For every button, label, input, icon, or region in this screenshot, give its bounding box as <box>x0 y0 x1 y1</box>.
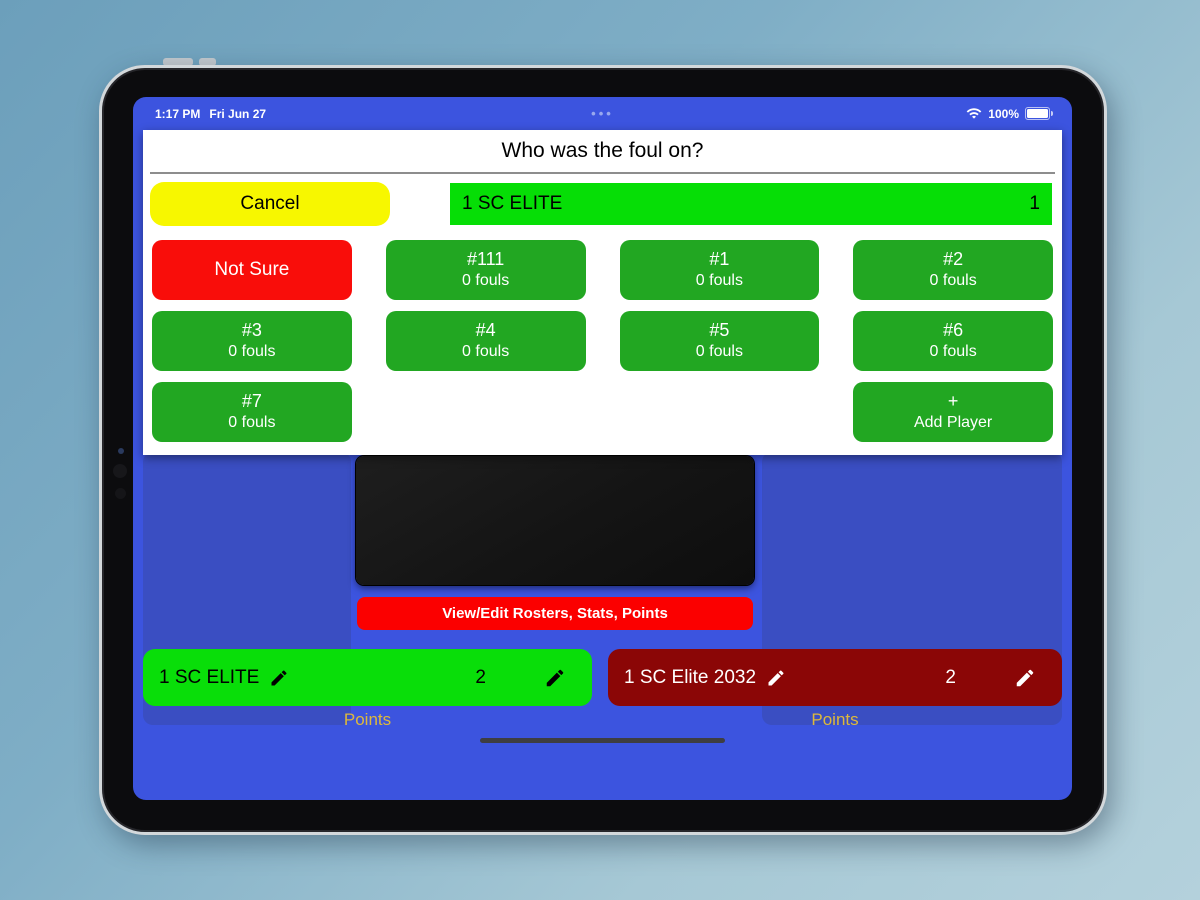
foul-modal: Who was the foul on? Cancel 1 SC ELITE 1… <box>143 130 1062 455</box>
player-foul-button[interactable]: #3 0 fouls <box>152 311 352 371</box>
battery-percent: 100% <box>988 106 1019 121</box>
player-number: #2 <box>943 248 964 269</box>
edit-pencil-icon[interactable] <box>766 668 786 688</box>
player-number: #6 <box>943 319 964 340</box>
volume-down-button <box>199 58 216 66</box>
points-label-away: Points <box>811 710 859 729</box>
points-label-home: Points <box>343 710 392 729</box>
player-foul-button[interactable]: #2 0 fouls <box>853 240 1053 300</box>
camera-lens-icon <box>113 464 127 478</box>
player-number: #7 <box>241 390 262 411</box>
camera-sensor-icon <box>115 488 126 499</box>
not-sure-button[interactable]: Not Sure <box>152 240 352 300</box>
edit-pencil-icon[interactable] <box>544 667 566 689</box>
volume-up-button <box>163 58 193 66</box>
player-number: #111 <box>466 248 505 269</box>
player-grid: Not Sure #111 0 fouls #1 0 fouls #2 0 fo… <box>152 240 1053 442</box>
player-foul-button[interactable]: #5 0 fouls <box>619 311 820 371</box>
away-team-name: 1 SC Elite 2032 <box>624 666 757 688</box>
home-team-name: 1 SC ELITE <box>159 666 260 688</box>
app-screen: 1:17 PM Fri Jun 27 ••• 100% View/Edit Ro… <box>133 97 1072 800</box>
status-bar: 1:17 PM Fri Jun 27 ••• 100% <box>133 97 1072 130</box>
view-edit-rosters-button[interactable]: View/Edit Rosters, Stats, Points <box>357 597 753 630</box>
player-number: #1 <box>709 248 730 269</box>
add-player-button[interactable]: + Add Player <box>853 382 1053 442</box>
player-fouls: 0 fouls <box>695 343 743 361</box>
modal-title: Who was the foul on? <box>501 139 704 162</box>
multitasking-dots-icon[interactable]: ••• <box>591 106 614 121</box>
home-indicator[interactable] <box>480 738 725 743</box>
player-foul-button[interactable]: #1 0 fouls <box>619 240 820 300</box>
player-foul-button[interactable]: #111 0 fouls <box>385 240 586 300</box>
battery-icon <box>1025 107 1053 120</box>
team-foul-count: 1 <box>1029 193 1040 214</box>
player-fouls: 0 fouls <box>462 343 510 361</box>
team-foul-header[interactable]: 1 SC ELITE 1 <box>450 183 1052 225</box>
player-foul-button[interactable]: #7 0 fouls <box>152 382 352 442</box>
home-team-bar[interactable]: 1 SC ELITE 2 <box>143 649 592 706</box>
player-foul-button[interactable]: #4 0 fouls <box>385 311 586 371</box>
wifi-icon <box>966 107 982 119</box>
player-fouls: 0 fouls <box>929 343 977 361</box>
plus-icon: + <box>947 390 959 411</box>
player-fouls: 0 fouls <box>462 272 510 290</box>
status-time: 1:17 PM <box>155 106 201 121</box>
player-fouls: 0 fouls <box>929 272 977 290</box>
player-fouls: 0 fouls <box>695 272 743 290</box>
player-number: #3 <box>241 319 262 340</box>
away-team-score: 2 <box>945 666 956 688</box>
player-fouls: 0 fouls <box>228 414 276 432</box>
away-team-bar[interactable]: 1 SC Elite 2032 2 <box>608 649 1062 706</box>
home-team-score: 2 <box>475 666 486 688</box>
status-date: Fri Jun 27 <box>209 106 267 121</box>
video-preview[interactable] <box>356 456 754 585</box>
front-camera-icon <box>118 448 124 454</box>
team-foul-header-name: 1 SC ELITE <box>462 193 563 214</box>
player-number: #5 <box>709 319 730 340</box>
edit-pencil-icon[interactable] <box>1014 667 1036 689</box>
cancel-button[interactable]: Cancel <box>150 182 390 226</box>
player-number: #4 <box>475 319 496 340</box>
modal-divider <box>150 172 1055 174</box>
add-player-label: Add Player <box>913 414 993 432</box>
player-fouls: 0 fouls <box>228 343 276 361</box>
edit-pencil-icon[interactable] <box>269 668 289 688</box>
player-foul-button[interactable]: #6 0 fouls <box>853 311 1053 371</box>
